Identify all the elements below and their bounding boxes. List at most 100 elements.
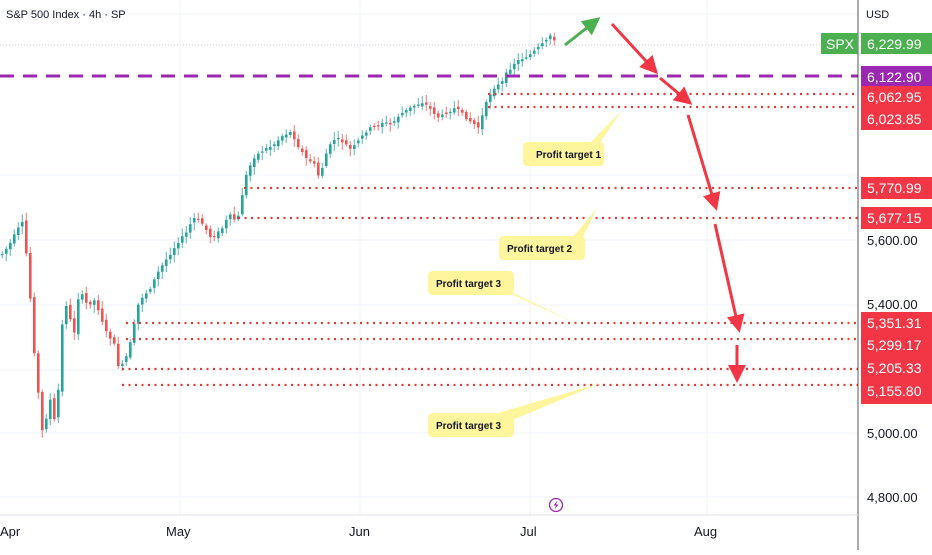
purple-level-badge [861,66,932,87]
candle-body [9,242,12,250]
candle-body [349,145,352,149]
candle-body [45,418,48,430]
candle-body [365,132,368,136]
arrow-down-red[interactable] [610,22,659,75]
candle-body [309,159,312,162]
level-price: 5,351.31 [867,315,922,331]
candle-body [457,106,460,110]
candle-body [129,342,132,358]
currency-label[interactable]: USD [866,9,889,21]
callout-profit-target-2[interactable] [499,236,585,260]
candle-body [497,84,500,90]
arrow-down-red[interactable] [686,114,721,211]
candle-body [385,122,388,124]
callout-profit-target-3-upper[interactable] [428,271,514,295]
candle-body [445,112,448,115]
callout-profit-target-1[interactable] [523,142,604,166]
candle-body [1,253,4,256]
candle-body [121,363,124,366]
candle-body [169,254,172,260]
candle-body [437,113,440,118]
arrow-down-red[interactable] [713,223,745,333]
candle-body [489,94,492,103]
candle-body [165,259,168,266]
candle-body [261,151,264,153]
candle-body [233,214,236,220]
candle-body [33,297,36,354]
time-axis[interactable]: Apr May Jun Jul Aug [0,514,858,539]
callout-pointer [573,208,597,237]
candle-body [373,125,376,128]
candle-body [509,69,512,74]
candle-body [245,174,248,196]
candle-body [293,131,296,140]
time-label: Apr [0,524,21,539]
candle-body [321,168,324,176]
candle-body [485,102,488,117]
candle-body [81,294,84,300]
candle-body [381,123,384,127]
candle-body [513,63,516,70]
candle-body [285,134,288,138]
price-levels [0,74,858,387]
price-tick: 4,800.00 [867,490,918,505]
candle-body [189,224,192,233]
candle-body [413,105,416,108]
candle-body [137,304,140,324]
candle-body [417,104,420,106]
candle-body [61,324,64,392]
candle-body [201,218,204,224]
level-price: 6,062.95 [867,89,922,105]
candle-body [241,195,244,215]
candle-body [197,218,200,220]
arrow-up-green[interactable] [564,17,601,47]
candle-body [401,113,404,116]
callout-pointer [495,284,579,325]
candle-body [109,331,112,339]
callout-profit-target-3-lower[interactable] [428,413,514,437]
candle-body [537,46,540,50]
candle-body [185,232,188,237]
candle-body [69,305,72,320]
candle-body [249,165,252,176]
candle-body [397,116,400,123]
candles [1,32,556,438]
candle-body [209,228,212,237]
candle-body [265,148,268,151]
candle-body [545,39,548,42]
candle-body [441,114,444,117]
candle-body [229,214,232,220]
candle-body [533,50,536,54]
candle-body [157,271,160,280]
level-badge-group [861,312,932,404]
candle-body [269,146,272,150]
candle-body [449,111,452,114]
lightning-icon[interactable] [548,497,564,513]
time-label: Jun [349,524,370,539]
candle-body [493,88,496,97]
level-price: 6,023.85 [867,111,922,127]
candle-body [213,236,216,238]
candle-body [393,121,396,123]
candle-body [281,136,284,141]
candle-body [317,162,320,176]
candle-body [177,243,180,249]
candle-body [17,227,20,235]
arrow-down-red[interactable] [659,76,693,105]
candle-body [473,120,476,125]
profit-target-3-lower-label: Profit target 3 [436,421,501,432]
candle-body [553,36,556,41]
candle-body [221,228,224,233]
level-price: 5,155.80 [867,383,922,399]
candle-body [133,323,136,343]
candle-body [149,289,152,292]
price-tick: 5,400.00 [867,297,918,312]
candle-body [25,220,28,254]
level-price: 5,205.33 [867,360,922,376]
candle-body [357,140,360,144]
candle-body [77,299,80,335]
spx-symbol: SPX [826,36,855,52]
candle-body [113,337,116,344]
